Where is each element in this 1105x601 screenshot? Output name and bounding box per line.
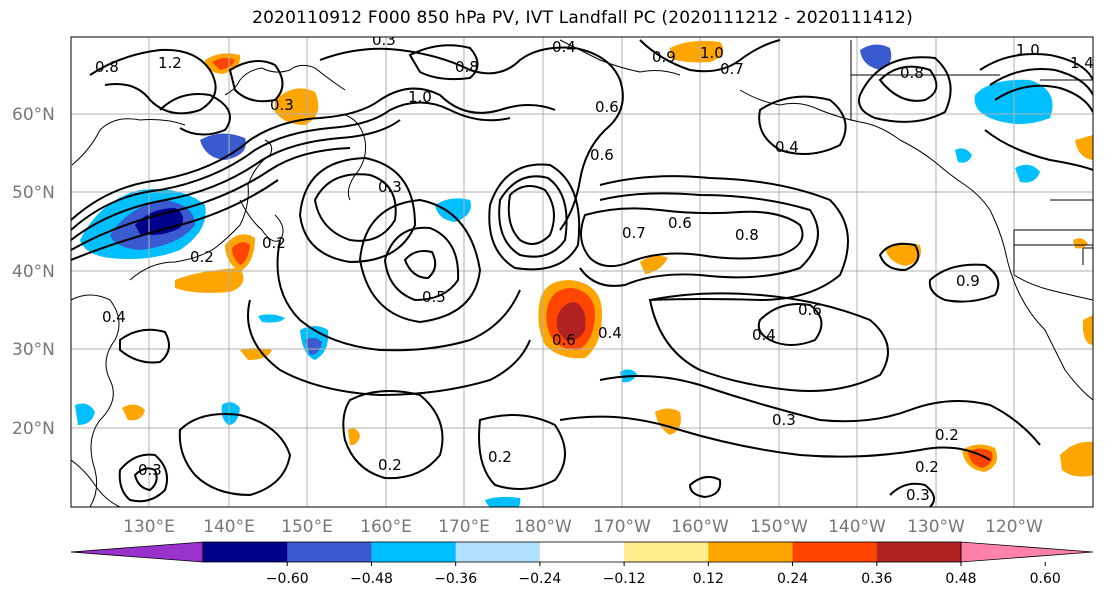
lon-label: 150°W — [750, 517, 808, 537]
contour-label: 0.2 — [190, 248, 214, 266]
map-frame — [70, 36, 1094, 508]
contour-labels: 1.2 0.8 0.3 0.4 0.9 1.0 0.7 1.0 1.4 0.8 … — [95, 31, 1094, 504]
colorbar-tick-label: −0.36 — [434, 571, 477, 587]
lon-label: 170°E — [438, 517, 490, 537]
colorbar-extend-low — [70, 541, 204, 563]
coastlines — [71, 39, 1093, 507]
contour-label: 0.2 — [935, 426, 959, 444]
longitude-labels: 130°E 140°E 150°E 160°E 170°E 180°W 170°… — [123, 517, 1043, 537]
colorbar-tick-label: −0.60 — [266, 571, 309, 587]
colorbar-swatch — [876, 542, 962, 562]
contour-label: 0.9 — [956, 272, 980, 290]
contour-label: 0.3 — [372, 31, 396, 49]
lon-label: 130°E — [123, 517, 175, 537]
colorbar-tick-label: −0.48 — [350, 571, 393, 587]
contour-label: 0.3 — [906, 486, 930, 504]
lat-label: 50°N — [12, 183, 55, 203]
lat-label: 60°N — [12, 105, 55, 125]
contour-label: 0.3 — [270, 96, 294, 114]
contour-label: 0.4 — [552, 38, 576, 56]
contour-label: 0.8 — [95, 58, 119, 76]
contour-label: 0.3 — [378, 178, 402, 196]
lon-label: 140°W — [828, 517, 886, 537]
latitude-labels: 60°N 50°N 40°N 30°N 20°N — [12, 105, 55, 439]
contour-label: 0.4 — [102, 308, 126, 326]
contour-label: 0.6 — [590, 146, 614, 164]
colorbar-tick-label: 0.60 — [1030, 571, 1061, 587]
contour-label: 0.8 — [900, 64, 924, 82]
colorbar-tick-label: 0.24 — [777, 571, 808, 587]
lon-label: 120°W — [985, 517, 1043, 537]
colorbar-tick-label: −0.24 — [518, 571, 561, 587]
map-panel: 1.2 0.8 0.3 0.4 0.9 1.0 0.7 1.0 1.4 0.8 … — [71, 31, 1094, 507]
colorbar-tick-label: 0.48 — [945, 571, 976, 587]
contour-label: 0.8 — [735, 226, 759, 244]
lon-label: 130°W — [907, 517, 965, 537]
contour-label: 1.0 — [700, 44, 724, 62]
contour-label: 0.6 — [595, 98, 619, 116]
contour-label: 0.6 — [552, 331, 576, 349]
colorbar-extend-high — [960, 541, 1094, 563]
contour-label: 1.0 — [1016, 41, 1040, 59]
contour-label: 0.3 — [138, 461, 162, 479]
contour-label: 0.8 — [455, 58, 479, 76]
contour-label: 0.2 — [488, 448, 512, 466]
colorbar-swatch — [624, 542, 709, 562]
colorbar-swatch — [539, 542, 625, 562]
contour-label: 0.4 — [775, 138, 799, 156]
contour-label: 0.7 — [720, 60, 744, 78]
pv-contours — [71, 39, 1093, 507]
contour-label: 1.0 — [408, 88, 432, 106]
contour-label: 0.4 — [752, 326, 776, 344]
colorbar-swatch — [371, 542, 457, 562]
contour-label: 0.2 — [378, 456, 402, 474]
colorbar-swatch — [792, 542, 878, 562]
colorbar-swatch — [708, 542, 794, 562]
lon-label: 140°E — [203, 517, 255, 537]
contour-label: 0.2 — [915, 458, 939, 476]
contour-label: 0.3 — [772, 411, 796, 429]
contour-label: 0.4 — [598, 324, 622, 342]
colorbar-outline — [202, 541, 962, 563]
contour-label: 1.2 — [158, 54, 182, 72]
contour-label: 0.9 — [652, 48, 676, 66]
lon-label: 150°E — [281, 517, 333, 537]
contour-label: 0.6 — [798, 301, 822, 319]
map-title: 2020110912 F000 850 hPa PV, IVT Landfall… — [252, 8, 913, 28]
colorbar-tick-label: 0.36 — [861, 571, 892, 587]
contour-label: 0.5 — [422, 288, 446, 306]
colorbar-tick-label: −0.12 — [603, 571, 646, 587]
lat-label: 30°N — [12, 340, 55, 360]
ivt-anomaly-shading — [75, 40, 1093, 507]
contour-label: 0.7 — [622, 224, 646, 242]
lon-label: 160°E — [360, 517, 412, 537]
contour-label: 0.2 — [262, 234, 286, 252]
colorbar-tick-label: 0.12 — [693, 571, 724, 587]
colorbar-swatch — [203, 542, 288, 562]
colorbar-swatch — [455, 542, 541, 562]
colorbar-swatch — [287, 542, 372, 562]
lon-label: 180°W — [514, 517, 572, 537]
colorbar: −0.60 −0.48 −0.36 −0.24 −0.12 0.12 0.24 0.36 0.4… — [70, 541, 1094, 587]
lon-label: 160°W — [671, 517, 729, 537]
contour-label: 1.4 — [1070, 54, 1094, 72]
lat-label: 40°N — [12, 262, 55, 282]
contour-label: 0.6 — [668, 214, 692, 232]
lat-label: 20°N — [12, 419, 55, 439]
lon-label: 170°W — [593, 517, 651, 537]
